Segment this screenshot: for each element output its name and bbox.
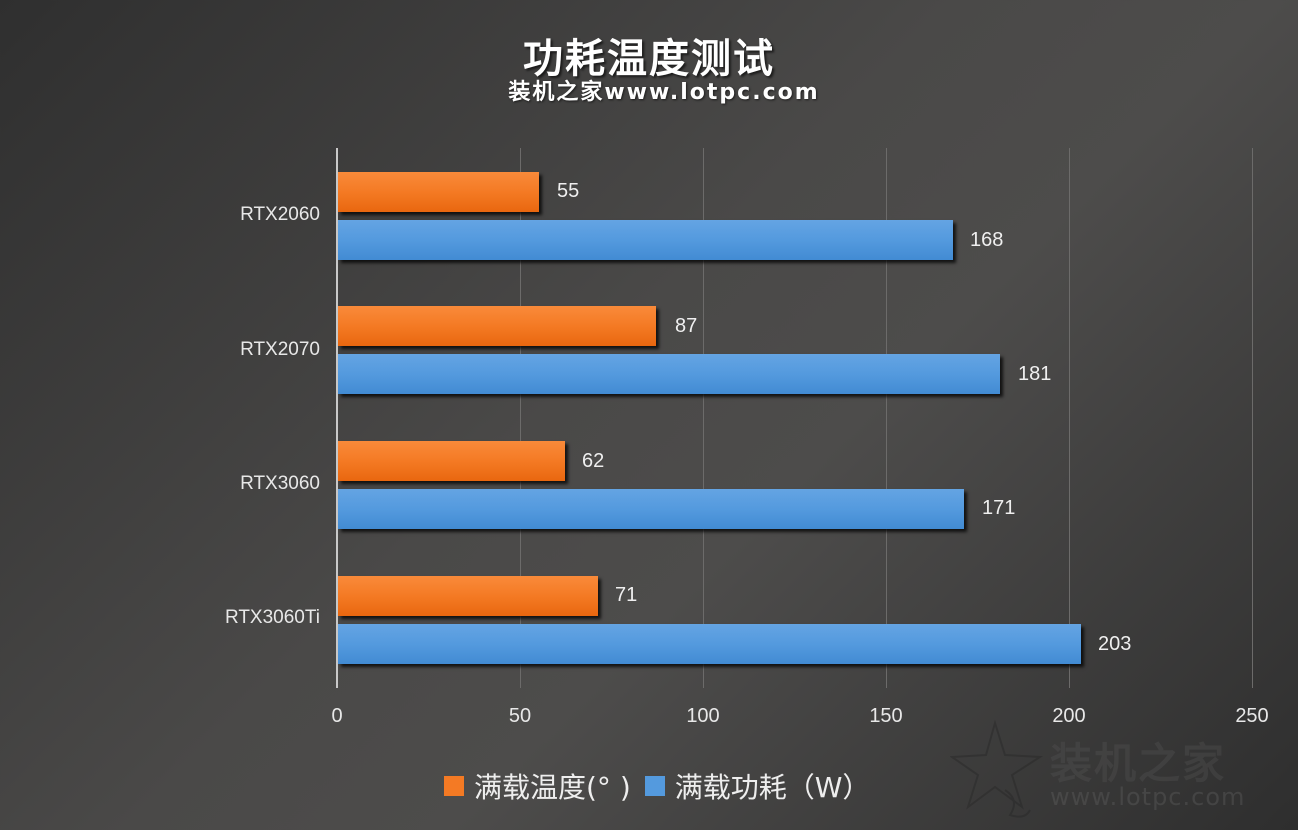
value-label-power: 203	[1098, 633, 1132, 655]
x-tick-label: 200	[1052, 705, 1086, 727]
x-tick-label: 0	[331, 705, 343, 727]
value-label-power: 181	[1018, 363, 1052, 385]
value-label-power: 171	[982, 497, 1016, 519]
star-logo-icon	[950, 719, 1044, 818]
watermark-text: 装机之家	[1050, 739, 1227, 788]
category-label: RTX2070	[240, 339, 320, 360]
value-label-temperature: 62	[582, 450, 605, 472]
value-label-power: 168	[970, 229, 1004, 251]
watermark: 装机之家 www.lotpc.com	[950, 715, 1280, 825]
legend-swatch-blue-icon	[644, 776, 665, 796]
legend-item-power: 满载功耗（W）	[644, 766, 871, 806]
legend-label: 满载温度(° )	[474, 771, 631, 804]
y-axis-line	[336, 148, 338, 688]
gridline-150	[886, 148, 887, 688]
category-label: RTX3060	[240, 473, 320, 494]
bar-temperature	[338, 441, 565, 481]
bar-power	[338, 624, 1081, 664]
x-tick-label: 250	[1235, 705, 1269, 727]
legend: 满载温度(° ) 满载功耗（W）	[444, 766, 884, 806]
bar-temperature	[338, 172, 539, 212]
gridline-200	[1069, 148, 1070, 688]
bar-power	[338, 354, 1000, 394]
watermark-url: www.lotpc.com	[1050, 783, 1246, 811]
category-label: RTX2060	[240, 204, 320, 225]
category-label: RTX3060Ti	[224, 607, 320, 628]
gridline-50	[520, 148, 521, 688]
legend-label: 满载功耗（W）	[674, 771, 871, 804]
x-tick-label: 50	[508, 705, 532, 727]
legend-swatch-orange-icon	[444, 776, 464, 796]
x-tick-label: 100	[686, 705, 720, 727]
value-label-temperature: 71	[615, 584, 638, 606]
x-tick-label: 150	[869, 705, 903, 727]
value-label-temperature: 87	[675, 315, 698, 337]
chart-subtitle: 装机之家www.lotpc.com	[508, 80, 820, 105]
chart-title: 功耗温度测试	[523, 36, 775, 82]
gridline-250	[1252, 148, 1253, 688]
gridline-100	[703, 148, 704, 688]
bar-temperature	[338, 306, 656, 346]
value-label-temperature: 55	[557, 180, 580, 202]
bar-temperature	[338, 576, 598, 616]
legend-item-temperature: 满载温度(° )	[444, 766, 631, 806]
bar-power	[338, 489, 964, 529]
bar-power	[338, 220, 953, 260]
